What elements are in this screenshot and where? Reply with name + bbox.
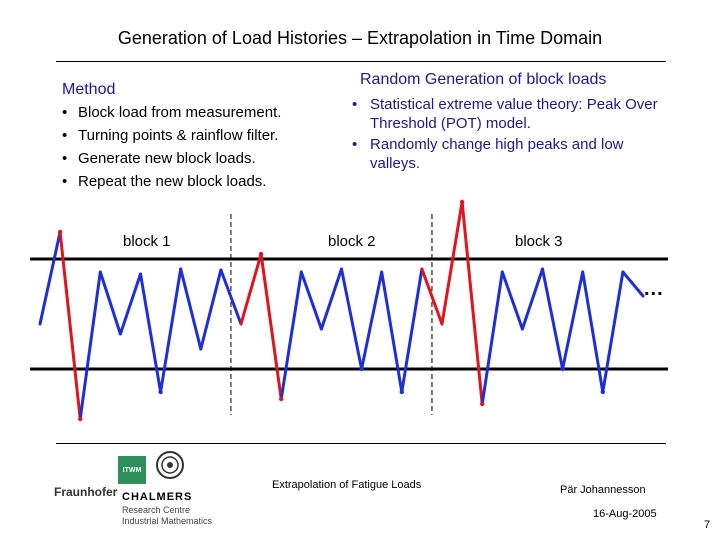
signal-segment: [400, 267, 424, 394]
fraunhofer-logo: Fraunhofer: [54, 485, 118, 499]
turning-point: [399, 389, 404, 395]
modified-segment: [440, 200, 464, 326]
signal-segment: [159, 267, 183, 394]
method-item: • Repeat the new block loads.: [62, 170, 281, 193]
signal-segment: [621, 270, 645, 298]
bullet-icon: •: [352, 136, 358, 153]
page-number: 7: [704, 519, 711, 531]
turning-point: [359, 366, 364, 372]
block-3-label: block 3: [515, 233, 563, 250]
method-item: • Generate new block loads.: [62, 147, 281, 170]
turning-point: [158, 389, 163, 395]
method-section: Method • Block load from measurement. • Tu…: [62, 78, 281, 193]
industrial-math-text: Industrial Mathematics: [122, 516, 213, 526]
signal-segment: [360, 270, 384, 371]
bullet-icon: •: [62, 150, 68, 167]
modified-segment: [460, 200, 484, 406]
turning-point: [480, 401, 485, 407]
turning-point: [600, 389, 605, 395]
signal-segment: [98, 270, 122, 336]
method-heading: Method: [62, 81, 116, 98]
turning-point: [560, 366, 565, 372]
signal-segment: [38, 230, 62, 326]
signal-segment: [179, 267, 203, 351]
signal-segment: [219, 268, 243, 326]
modified-segment: [58, 230, 82, 421]
author: Pär Johannesson: [560, 484, 646, 496]
signal-segment: [319, 267, 343, 331]
continuation-ellipsis: ...: [644, 278, 664, 300]
bullet-icon: •: [62, 173, 68, 190]
signal-segment: [500, 270, 524, 331]
random-generation-section: Random Generation of block loads • Statis…: [352, 70, 672, 175]
modified-segment: [259, 252, 283, 401]
signal-segment: [561, 270, 585, 371]
turning-point: [57, 229, 63, 235]
chalmers-logo: CHALMERS: [122, 491, 193, 503]
random-item: • Randomly change high peaks and low vall…: [352, 136, 624, 172]
turning-point: [78, 416, 83, 422]
bullet-icon: •: [62, 127, 68, 144]
method-item: • Block load from measurement.: [62, 101, 281, 124]
signal-segment: [541, 267, 565, 371]
title-rule: [56, 61, 666, 62]
signal-segment: [480, 270, 504, 406]
footer-rule: [56, 443, 666, 444]
turning-point: [279, 396, 284, 402]
method-item: • Turning points & rainflow filter.: [62, 124, 281, 147]
modified-segment: [239, 252, 263, 326]
footer-title: Extrapolation of Fatigue Loads: [272, 479, 422, 491]
itwm-logo: ITWM: [118, 456, 146, 484]
signal-segment: [118, 272, 142, 336]
turning-point: [258, 251, 264, 257]
signal-segment: [601, 270, 625, 394]
modified-segment: [420, 267, 444, 326]
signal-segment: [340, 267, 364, 371]
date: 16-Aug-2005: [593, 508, 657, 520]
random-item: • Statistical extreme value theory: Peak …: [352, 96, 658, 132]
signal-segment: [139, 272, 163, 394]
research-centre-text: Research Centre: [122, 505, 191, 515]
slide-title: Generation of Load Histories – Extrapola…: [117, 28, 603, 48]
signal-segment: [299, 270, 323, 331]
signal-segment: [581, 270, 605, 394]
random-heading: Random Generation of block loads: [360, 71, 607, 88]
signal-segment: [380, 270, 404, 394]
block-1-label: block 1: [123, 233, 171, 250]
signal-segment: [520, 267, 544, 331]
bullet-icon: •: [62, 104, 68, 121]
chalmers-seal-icon: [156, 451, 184, 479]
block-2-label: block 2: [328, 233, 376, 250]
signal-segment: [279, 270, 303, 401]
bullet-icon: •: [352, 96, 358, 113]
signal-segment: [199, 268, 223, 351]
turning-point: [459, 199, 465, 205]
signal-segment: [78, 270, 102, 421]
